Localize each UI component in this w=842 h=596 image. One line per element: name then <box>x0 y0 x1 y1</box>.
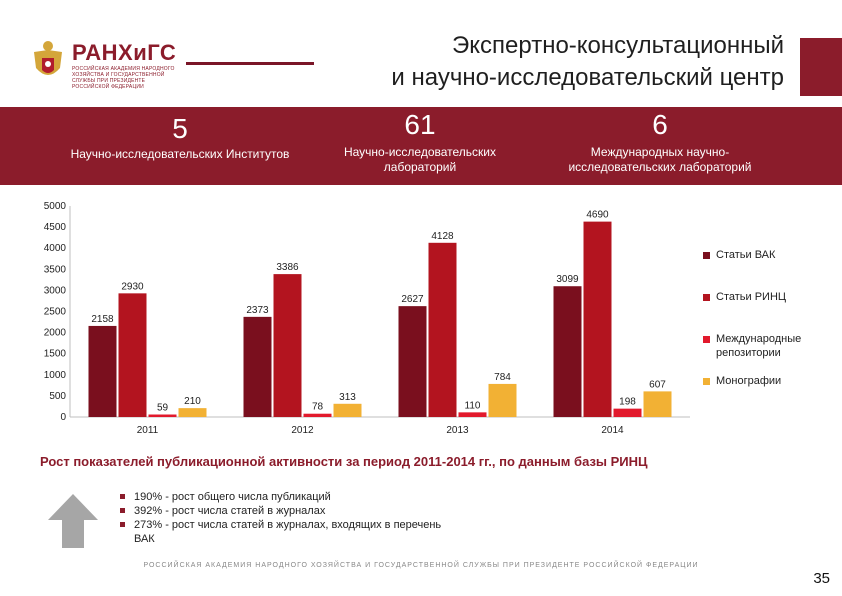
data-label: 313 <box>339 392 356 403</box>
y-tick-label: 0 <box>60 412 66 423</box>
x-category-label: 2012 <box>291 425 314 436</box>
stat-institutes-value: 5 <box>172 113 188 144</box>
x-category-label: 2013 <box>446 425 469 436</box>
bar <box>88 325 117 417</box>
stat-institutes-label: Научно-исследовательских Институтов <box>70 147 290 161</box>
y-tick-label: 4000 <box>44 243 67 254</box>
bar <box>488 383 517 417</box>
bar <box>553 286 582 417</box>
data-label: 2158 <box>91 314 114 325</box>
bar <box>398 306 427 417</box>
legend-swatch-repositories <box>703 336 710 343</box>
bar <box>243 316 272 417</box>
stat-labs-label: Научно-исследовательских лабораторий <box>343 145 497 174</box>
y-tick-label: 3500 <box>44 264 67 275</box>
bullet-item: 273% - рост числа статей в журналах, вхо… <box>120 518 450 546</box>
y-tick-label: 2500 <box>44 307 67 318</box>
data-label: 78 <box>312 402 324 413</box>
data-label: 110 <box>465 400 481 411</box>
stat-intl-labs-label: Международных научно-исследовательских л… <box>568 145 752 174</box>
growth-headline: Рост показателей публикационной активнос… <box>40 454 648 469</box>
page-title-line-2: и научно-исследовательский центр <box>391 64 784 91</box>
bar <box>333 403 362 417</box>
y-tick-label: 4500 <box>44 222 67 233</box>
x-category-label: 2014 <box>601 425 624 436</box>
bar <box>178 408 207 417</box>
legend-swatch-rinc <box>703 294 710 301</box>
legend-swatch-vak <box>703 252 710 259</box>
logo-name: РАНХиГС <box>72 40 177 65</box>
data-label: 4690 <box>586 210 609 221</box>
bar <box>428 242 457 417</box>
bar <box>583 221 612 417</box>
arrow-up-icon <box>48 494 98 548</box>
bar <box>613 408 642 417</box>
bar <box>458 412 487 417</box>
bullet-item: 190% - рост общего числа публикаций <box>120 490 450 504</box>
bullet-item: 392% - рост числа статей в журналах <box>120 504 450 518</box>
data-label: 607 <box>649 379 666 390</box>
y-tick-label: 5000 <box>44 201 67 212</box>
data-label: 4128 <box>431 231 454 242</box>
stats-band: 5 Научно-исследовательских Институтов 61… <box>0 107 842 185</box>
page-title-line-1: Экспертно-консультационный <box>452 32 784 59</box>
x-category-label: 2011 <box>137 425 159 436</box>
corner-decoration <box>800 38 842 96</box>
data-label: 3386 <box>276 262 299 273</box>
data-label: 198 <box>619 397 636 408</box>
page-number: 35 <box>813 570 830 587</box>
legend-label-repositories: Международные репозитории <box>716 333 802 359</box>
publications-bar-chart: 0 500 1000 1500 2000 2500 3000 3500 4000 4500 5000… <box>44 201 690 436</box>
data-label: 784 <box>494 372 511 383</box>
growth-bullets: 190% - рост общего числа публикаций 392%… <box>120 490 450 546</box>
y-tick-label: 1000 <box>44 370 67 381</box>
logo-subtitle: РОССИЙСКАЯ АКАДЕМИЯ НАРОДНОГО ХОЗЯЙСТВА … <box>72 66 175 90</box>
bar <box>273 274 302 417</box>
y-tick-label: 3000 <box>44 285 67 296</box>
stat-intl-labs-value: 6 <box>652 109 668 140</box>
legend-item-rinc: Статьи РИНЦ <box>703 290 826 304</box>
bar <box>303 413 332 417</box>
bar <box>643 391 672 417</box>
data-label: 2627 <box>401 294 424 305</box>
data-label: 2930 <box>121 281 144 292</box>
legend-item-vak: Статьи ВАК <box>703 248 826 262</box>
data-label: 2373 <box>246 305 269 316</box>
data-label: 59 <box>157 403 169 414</box>
legend-swatch-monographs <box>703 378 710 385</box>
stat-labs-value: 61 <box>404 109 436 140</box>
y-tick-label: 500 <box>49 391 66 402</box>
footer-text: РОССИЙСКАЯ АКАДЕМИЯ НАРОДНОГО ХОЗЯЙСТВА … <box>143 562 699 569</box>
header-divider <box>186 62 314 65</box>
legend-label-rinc: Статьи РИНЦ <box>716 291 787 303</box>
legend-label-vak: Статьи ВАК <box>716 249 776 261</box>
y-tick-label: 1500 <box>44 349 67 360</box>
eagle-emblem-icon <box>34 41 62 75</box>
page-title: Экспертно-консультационный и научно-иссл… <box>391 30 784 94</box>
y-tick-label: 2000 <box>44 328 67 339</box>
legend-item-repositories: Международные репозитории <box>703 332 826 360</box>
legend-label-monographs: Монографии <box>716 375 782 387</box>
legend-item-monographs: Монографии <box>703 374 826 388</box>
data-label: 3099 <box>556 274 579 285</box>
data-label: 210 <box>184 396 201 407</box>
bar <box>118 293 147 417</box>
bar <box>148 414 177 417</box>
